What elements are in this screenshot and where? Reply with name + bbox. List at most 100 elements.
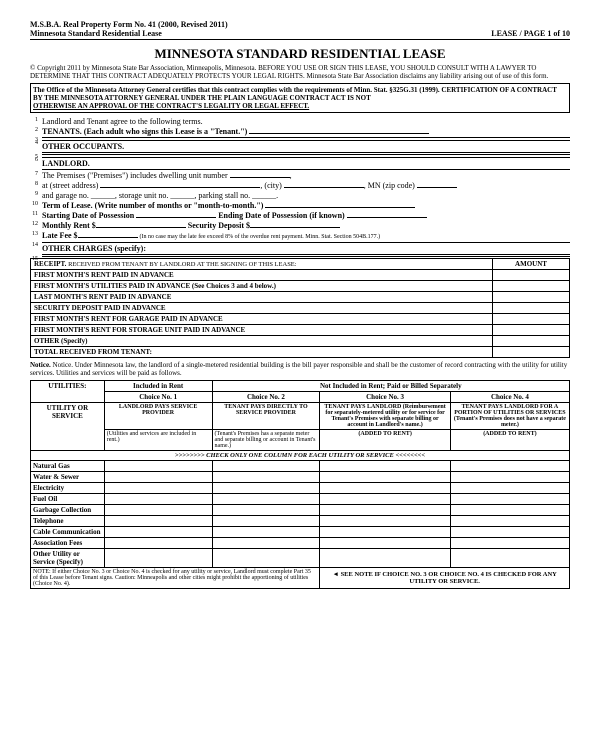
util-row-1: Water & Sewer	[31, 471, 105, 482]
util-c1-0[interactable]	[104, 460, 212, 471]
util-c3-1[interactable]	[320, 471, 450, 482]
cert-line2: OTHERWISE AN APPROVAL OF THE CONTRACT'S …	[33, 102, 567, 110]
copyright-notice: © Copyright 2011 by Minnesota State Bar …	[30, 64, 570, 81]
util-row-2: Electricity	[31, 482, 105, 493]
deposit-label: Security Deposit $	[188, 221, 250, 230]
util-c1-4[interactable]	[104, 504, 212, 515]
util-c3-8[interactable]	[320, 548, 450, 567]
zip-blank[interactable]	[417, 187, 457, 188]
receipt-amt-2[interactable]	[493, 291, 570, 302]
garage-text: and garage no. ______, storage unit no. …	[42, 191, 570, 200]
cert-line1: The Office of the Minnesota Attorney Gen…	[33, 86, 567, 102]
utilities-table: UTILITIES: Included in Rent Not Included…	[30, 380, 570, 589]
util-c1-7[interactable]	[104, 537, 212, 548]
receipt-amt-1[interactable]	[493, 280, 570, 291]
start-label: Starting Date of Possession	[42, 211, 134, 220]
premises-text: The Premises ("Premises") includes dwell…	[42, 171, 228, 180]
receipt-row-3: SECURITY DEPOSIT PAID IN ADVANCE	[31, 302, 493, 313]
tenants-label: TENANTS. (Each adult who signs this Leas…	[42, 127, 247, 136]
street-blank[interactable]	[100, 187, 260, 188]
util-c1-5[interactable]	[104, 515, 212, 526]
util-row-8: Other Utility or Service (Specify)	[31, 548, 105, 567]
util-row-3: Fuel Oil	[31, 493, 105, 504]
notice-text: Notice. Under Minnesota law, the landlor…	[30, 361, 567, 377]
util-row-7: Association Fees	[31, 537, 105, 548]
street-label: at (street address)	[42, 181, 98, 190]
util-c2-5[interactable]	[212, 515, 320, 526]
choice1-head: Choice No. 1	[104, 391, 212, 402]
util-c1-3[interactable]	[104, 493, 212, 504]
receipt-amt-5[interactable]	[493, 324, 570, 335]
util-c2-7[interactable]	[212, 537, 320, 548]
util-c2-1[interactable]	[212, 471, 320, 482]
term-blank[interactable]	[265, 207, 415, 208]
zip-label: MN (zip code)	[368, 181, 415, 190]
choice2-head: Choice No. 2	[212, 391, 320, 402]
receipt-total: TOTAL RECEIVED FROM TENANT:	[31, 346, 493, 357]
end-blank[interactable]	[347, 217, 427, 218]
unit-blank[interactable]	[230, 177, 290, 178]
util-c2-3[interactable]	[212, 493, 320, 504]
util-c3-3[interactable]	[320, 493, 450, 504]
util-c4-2[interactable]	[450, 482, 569, 493]
util-c3-2[interactable]	[320, 482, 450, 493]
util-c2-4[interactable]	[212, 504, 320, 515]
tenants-blank[interactable]	[249, 133, 429, 134]
receipt-row-0: FIRST MONTH'S RENT PAID IN ADVANCE	[31, 269, 493, 280]
city-blank[interactable]	[284, 187, 364, 188]
util-c4-1[interactable]	[450, 471, 569, 482]
util-c4-7[interactable]	[450, 537, 569, 548]
util-c3-0[interactable]	[320, 460, 450, 471]
util-row-4: Garbage Collection	[31, 504, 105, 515]
start-blank[interactable]	[136, 217, 216, 218]
amount-head: AMOUNT	[493, 258, 570, 269]
late-label: Late Fee $	[42, 231, 78, 240]
receipt-amt-3[interactable]	[493, 302, 570, 313]
util-c2-8[interactable]	[212, 548, 320, 567]
late-blank[interactable]	[78, 237, 138, 238]
receipt-title: RECEIPT.	[34, 260, 68, 268]
receipt-row-5: FIRST MONTH'S RENT FOR STORAGE UNIT PAID…	[31, 324, 493, 335]
util-c4-0[interactable]	[450, 460, 569, 471]
util-c4-5[interactable]	[450, 515, 569, 526]
receipt-amt-6[interactable]	[493, 335, 570, 346]
util-c1-8[interactable]	[104, 548, 212, 567]
receipt-total-amt[interactable]	[493, 346, 570, 357]
receipt-subtitle: RECEIVED FROM TENANT BY LANDLORD AT THE …	[68, 261, 296, 268]
other-charges-head: OTHER CHARGES (specify):	[42, 242, 570, 255]
util-c1-6[interactable]	[104, 526, 212, 537]
certification-box: The Office of the Minnesota Attorney Gen…	[30, 83, 570, 113]
util-c3-7[interactable]	[320, 537, 450, 548]
receipt-amt-0[interactable]	[493, 269, 570, 280]
receipt-row-2: LAST MONTH'S RENT PAID IN ADVANCE	[31, 291, 493, 302]
util-row-6: Cable Communication	[31, 526, 105, 537]
receipt-amt-4[interactable]	[493, 313, 570, 324]
util-c1-1[interactable]	[104, 471, 212, 482]
util-c4-8[interactable]	[450, 548, 569, 567]
util-c4-6[interactable]	[450, 526, 569, 537]
util-c3-4[interactable]	[320, 504, 450, 515]
rent-blank[interactable]	[96, 227, 186, 228]
util-c4-4[interactable]	[450, 504, 569, 515]
choice3-head: Choice No. 3	[320, 391, 450, 402]
page-indicator: LEASE / PAGE 1 of 10	[491, 29, 570, 38]
util-row-5: Telephone	[31, 515, 105, 526]
receipt-row-4: FIRST MONTH'S RENT FOR GARAGE PAID IN AD…	[31, 313, 493, 324]
util-c3-5[interactable]	[320, 515, 450, 526]
choice2-sub: (Tenant's Premises has a separate meter …	[212, 429, 320, 450]
deposit-blank[interactable]	[250, 227, 340, 228]
util-c2-6[interactable]	[212, 526, 320, 537]
util-c2-0[interactable]	[212, 460, 320, 471]
late-note: (In no case may the late fee exceed 8% o…	[140, 234, 381, 240]
receipt-row-6: OTHER (Specify)	[31, 335, 493, 346]
choice1-text: LANDLORD PAYS SERVICE PROVIDER	[104, 402, 212, 429]
util-c1-2[interactable]	[104, 482, 212, 493]
not-incl-head: Not Included in Rent; Paid or Billed Sep…	[212, 380, 569, 391]
util-c4-3[interactable]	[450, 493, 569, 504]
util-c2-2[interactable]	[212, 482, 320, 493]
rent-label: Monthly Rent $	[42, 221, 96, 230]
check-row: >>>>>>>> CHECK ONLY ONE COLUMN FOR EACH …	[31, 450, 570, 460]
intro-text: Landlord and Tenant agree to the followi…	[42, 117, 570, 126]
util-row-label: UTILITY OR SERVICE	[31, 402, 105, 450]
util-c3-6[interactable]	[320, 526, 450, 537]
